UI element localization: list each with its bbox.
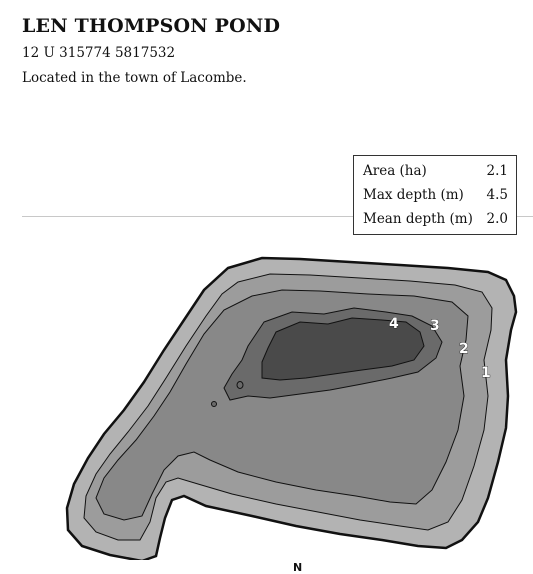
stat-row-max-depth: Max depth (m) 4.5 (354, 183, 516, 207)
stat-label: Max depth (m) (363, 187, 464, 203)
stat-label: Mean depth (m) (363, 211, 473, 227)
stat-value: 4.5 (486, 187, 508, 203)
contour-label-2: 2 (459, 341, 469, 357)
coordinates-text: 12 U 315774 5817532 (22, 45, 176, 61)
north-label: N (293, 561, 303, 574)
location-text: Located in the town of Lacombe. (22, 70, 247, 86)
contour-label-4: 4 (389, 316, 399, 332)
deep-spot (211, 401, 217, 407)
deep-spot (236, 381, 244, 389)
stats-table: Area (ha) 2.1 Max depth (m) 4.5 Mean dep… (353, 155, 517, 235)
stat-row-area: Area (ha) 2.1 (354, 159, 516, 183)
divider-line (22, 216, 533, 217)
stat-value: 2.1 (486, 163, 508, 179)
bathymetry-map: 4 3 2 1 (65, 256, 518, 560)
stat-value: 2.0 (486, 211, 508, 227)
contour-label-1: 1 (481, 365, 491, 381)
contour-label-3: 3 (430, 318, 440, 334)
stat-row-mean-depth: Mean depth (m) 2.0 (354, 207, 516, 231)
page-title: LEN THOMPSON POND (22, 15, 281, 37)
contour-4m (261, 317, 425, 381)
stat-label: Area (ha) (363, 163, 427, 179)
